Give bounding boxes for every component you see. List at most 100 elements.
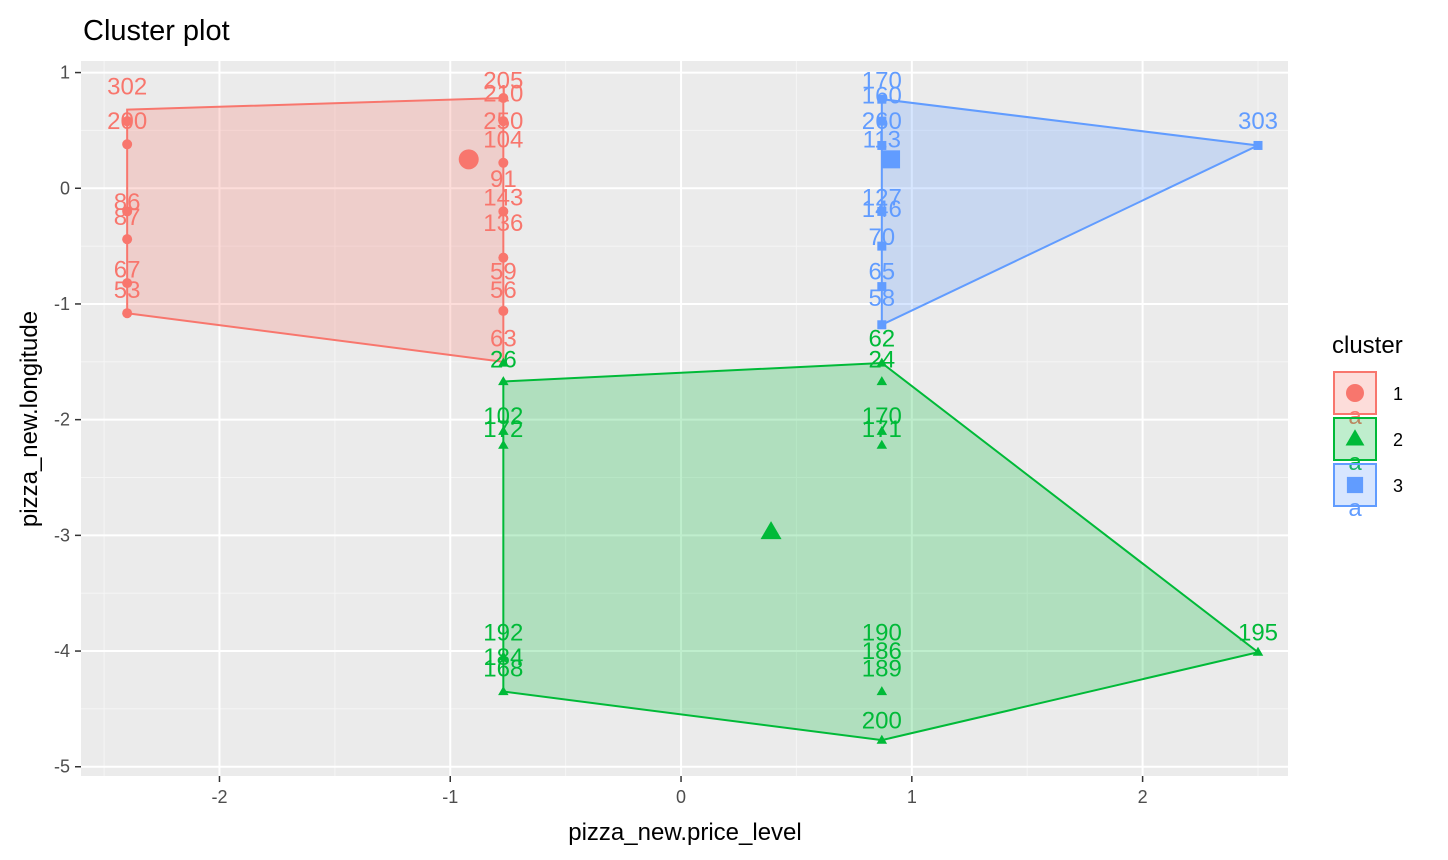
legend-title: cluster bbox=[1332, 332, 1403, 359]
cluster-3-point-label: 65 bbox=[868, 259, 895, 286]
cluster-2-point-label: 190 bbox=[862, 620, 902, 647]
cluster-3-point-label: 260 bbox=[862, 108, 902, 135]
legend-item-2: a2 bbox=[1333, 417, 1403, 476]
cluster-2-point bbox=[498, 357, 509, 367]
cluster-3-center bbox=[882, 150, 901, 169]
x-tick-label: -1 bbox=[442, 787, 458, 807]
cluster-2-point bbox=[876, 734, 888, 744]
cluster-3-point-label: 303 bbox=[1238, 108, 1278, 135]
cluster-2-point bbox=[498, 651, 509, 661]
cluster-1-point-label: 210 bbox=[483, 80, 523, 107]
cluster-1-point bbox=[498, 157, 509, 168]
cluster-3-point-label: 146 bbox=[862, 196, 902, 223]
cluster-2-point-label: 195 bbox=[1238, 620, 1278, 647]
legend-key-marker-1 bbox=[1346, 384, 1364, 402]
cluster-1-point-label: 86 bbox=[114, 189, 141, 216]
y-tick-label: -5 bbox=[54, 757, 70, 777]
cluster-1-center bbox=[458, 149, 479, 170]
chart-title: Cluster plot bbox=[83, 15, 230, 47]
x-tick-label: 2 bbox=[1138, 787, 1148, 807]
cluster-1-point bbox=[122, 234, 133, 245]
cluster-1-point-label: 56 bbox=[490, 277, 517, 304]
cluster-2-point bbox=[498, 376, 509, 386]
grid-lines bbox=[81, 61, 1288, 776]
cluster-2-point-label: 200 bbox=[862, 707, 902, 734]
cluster-1-point bbox=[122, 116, 133, 127]
cluster-3-point bbox=[877, 241, 887, 251]
cluster-1-point bbox=[498, 116, 509, 127]
cluster-2-point-label: 168 bbox=[483, 655, 523, 682]
cluster-2-point-label: 24 bbox=[868, 346, 895, 373]
cluster-3-point bbox=[877, 320, 887, 330]
cluster-1-point-label: 63 bbox=[490, 326, 517, 353]
cluster-1-point-label: 250 bbox=[483, 108, 523, 135]
cluster-3-point-label: 170 bbox=[862, 68, 902, 95]
cluster-1-point-label: 205 bbox=[483, 68, 523, 95]
cluster-2-hull bbox=[502, 361, 1261, 742]
cluster-2-point-label: 26 bbox=[490, 346, 517, 373]
cluster-2-point-label: 192 bbox=[483, 620, 523, 647]
cluster-1-point-label: 87 bbox=[114, 204, 141, 231]
cluster-2-point-label: 189 bbox=[862, 655, 902, 682]
cluster-hulls bbox=[126, 96, 1262, 742]
x-axis-ticks: -2 -1 0 1 2 bbox=[211, 776, 1148, 807]
cluster-3-point bbox=[877, 140, 887, 150]
cluster-3-point bbox=[877, 206, 887, 216]
cluster-2-point-label: 186 bbox=[862, 638, 902, 665]
cluster-3-point bbox=[877, 116, 887, 126]
y-tick-label: 0 bbox=[60, 178, 70, 198]
y-tick-label: 1 bbox=[60, 63, 70, 83]
cluster-points bbox=[122, 93, 1264, 744]
legend-key-glyph-2: a bbox=[1348, 449, 1362, 476]
cluster-3-point-label: 58 bbox=[868, 285, 895, 312]
cluster-2-point bbox=[498, 425, 509, 435]
cluster-2-point bbox=[1252, 646, 1264, 656]
cluster-3-point-label: 70 bbox=[868, 224, 895, 251]
legend-key-marker-2 bbox=[1345, 429, 1365, 446]
cluster-1-point bbox=[122, 308, 133, 319]
cluster-3-point bbox=[1253, 140, 1263, 150]
cluster-1-point-label: 91 bbox=[490, 166, 517, 193]
cluster-1-point-label: 53 bbox=[114, 277, 141, 304]
cluster-1-point-label: 143 bbox=[483, 185, 523, 212]
cluster-1-point-label: 59 bbox=[490, 259, 517, 286]
y-tick-label: -4 bbox=[54, 641, 70, 661]
cluster-2-point bbox=[876, 439, 888, 449]
cluster-3-point-label: 113 bbox=[863, 127, 901, 154]
y-tick-label: -1 bbox=[54, 294, 70, 314]
legend-key-glyph-1: a bbox=[1348, 403, 1362, 430]
legend-key-glyph-3: a bbox=[1348, 495, 1362, 522]
cluster-2-center bbox=[760, 521, 782, 540]
cluster-3-point-label: 160 bbox=[862, 83, 902, 110]
legend-key-marker-3 bbox=[1346, 476, 1364, 494]
cluster-1-point bbox=[498, 252, 509, 263]
legend-item-1: a1 bbox=[1333, 371, 1403, 430]
cluster-1-point bbox=[498, 93, 509, 104]
legend-label-1: 1 bbox=[1393, 384, 1403, 404]
cluster-2-point bbox=[498, 439, 509, 449]
cluster-1-point bbox=[498, 305, 509, 316]
y-axis-title: pizza_new.longitude bbox=[16, 311, 43, 527]
cluster-1-point-label: 104 bbox=[483, 127, 523, 154]
x-tick-label: 1 bbox=[907, 787, 917, 807]
cluster-2-point bbox=[876, 376, 888, 386]
cluster-2-point-label: 170 bbox=[862, 403, 902, 430]
cluster-1-point-label: 136 bbox=[483, 210, 523, 237]
cluster-1-point-label: 200 bbox=[107, 108, 147, 135]
y-tick-label: -3 bbox=[54, 525, 70, 545]
cluster-1-point-label: 67 bbox=[114, 256, 141, 283]
y-tick-label: -2 bbox=[54, 410, 70, 430]
legend-item-3: a3 bbox=[1333, 463, 1403, 522]
x-axis-title: pizza_new.price_level bbox=[568, 819, 801, 846]
cluster-1-point bbox=[122, 206, 133, 217]
cluster-3-point bbox=[877, 282, 887, 292]
cluster-2-point bbox=[876, 357, 888, 367]
cluster-1-point-label: 302 bbox=[107, 73, 147, 100]
cluster-2-point-label: 172 bbox=[483, 416, 523, 443]
legend-label-2: 2 bbox=[1393, 430, 1403, 450]
cluster-3-point bbox=[877, 94, 887, 104]
cluster-2-point-label: 62 bbox=[868, 326, 895, 353]
